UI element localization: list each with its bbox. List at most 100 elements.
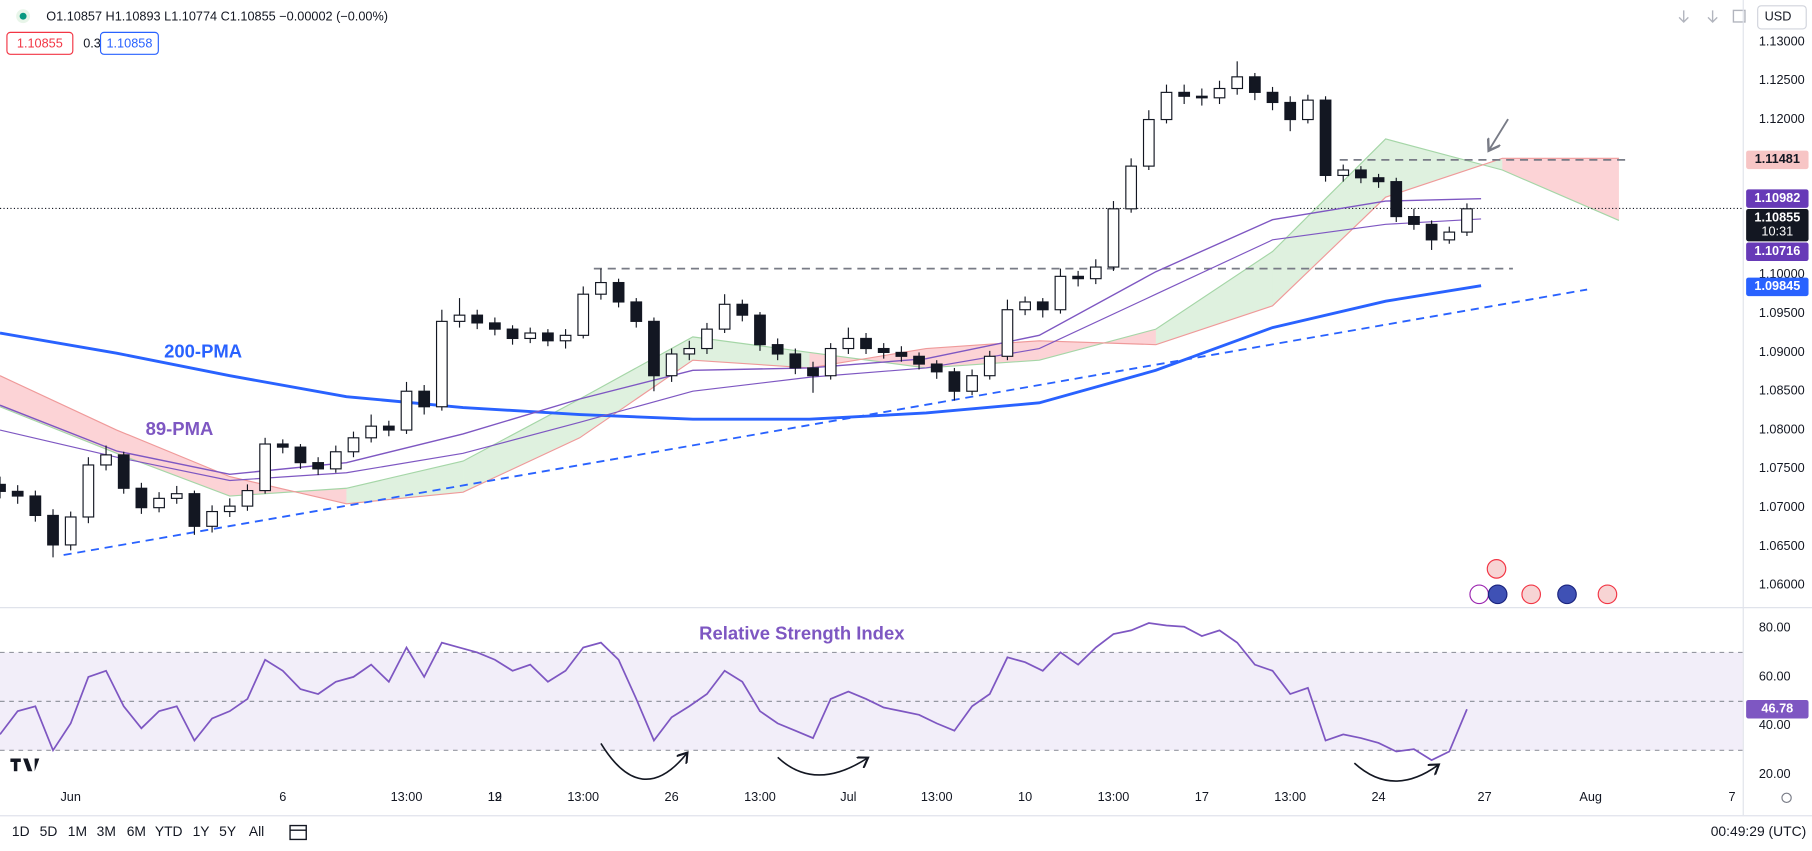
x-tick-label: 13:00 — [567, 789, 599, 804]
candle-body — [1461, 208, 1473, 233]
candle-body — [488, 322, 501, 330]
candle-body — [612, 281, 625, 303]
x-tick-label: Jun — [60, 789, 80, 804]
flag-eu[interactable] — [1557, 584, 1577, 605]
candle-body — [948, 371, 961, 392]
price-badge-label: 1.11481 — [1755, 151, 1800, 166]
spread: 0.3 — [83, 35, 101, 50]
rsi-line — [0, 622, 1468, 762]
candle-body — [701, 328, 713, 350]
calendar-icon[interactable] — [289, 824, 307, 841]
moving-average — [0, 284, 1482, 421]
x-tick-label: 12 — [488, 789, 502, 804]
arc — [600, 743, 687, 780]
currency[interactable]: USD — [1765, 9, 1792, 24]
rsi-layer — [0, 622, 1743, 762]
candle-body — [824, 347, 837, 377]
buy-price[interactable]: 1.10858 — [106, 35, 152, 50]
candle-body — [241, 490, 254, 507]
rsi-badge-label: 46.78 — [1761, 701, 1793, 716]
candle-body — [648, 320, 660, 377]
candle-body — [312, 462, 325, 470]
currency-box[interactable] — [1757, 5, 1807, 30]
flag-event[interactable] — [1469, 584, 1490, 605]
flag-us[interactable] — [1521, 584, 1542, 605]
ohlc-readout: O1.10857 H1.10893 L1.10774 C1.10855 −0.0… — [46, 9, 388, 24]
candle-body — [1231, 76, 1244, 90]
icon-fullscreen[interactable] — [1732, 9, 1746, 23]
pointer-arrow — [1490, 118, 1509, 149]
icon-down[interactable] — [1678, 10, 1689, 23]
arc — [1353, 762, 1437, 782]
icon[interactable] — [289, 824, 307, 841]
range-button[interactable]: 1M — [68, 823, 87, 839]
candle-body — [453, 314, 466, 322]
range-button[interactable]: All — [249, 823, 264, 839]
x-tick-label: 27 — [1478, 789, 1492, 804]
icon-down[interactable] — [1707, 10, 1718, 23]
price-badge-label: 1.10855 — [1754, 210, 1800, 225]
cloud-segment — [579, 336, 693, 438]
y-tick-label: 1.13000 — [1759, 33, 1805, 48]
candle-body — [1089, 266, 1102, 280]
tv-logo — [10, 758, 40, 772]
candle-body — [1372, 177, 1385, 183]
y-tick-label: 1.07000 — [1759, 499, 1805, 514]
settings-icon[interactable] — [1781, 792, 1792, 804]
x-tick-label: 7 — [1729, 789, 1736, 804]
candle-body — [47, 514, 59, 546]
range-button[interactable]: 5D — [40, 823, 58, 839]
sell-price[interactable]: 1.10855 — [17, 35, 63, 50]
x-tick-label: Jul — [840, 789, 856, 804]
candle-body — [400, 390, 413, 431]
flag-eu[interactable] — [1487, 584, 1508, 605]
range-button[interactable]: YTD — [155, 823, 183, 839]
candle-body — [1072, 275, 1084, 280]
candle-body — [1266, 91, 1279, 104]
x-tick-label: 10 — [1018, 789, 1032, 804]
range-button[interactable]: 1Y — [193, 823, 210, 839]
range-button[interactable]: 6M — [127, 823, 146, 839]
arc — [777, 757, 867, 776]
candle-body — [983, 355, 996, 377]
price-badge — [1746, 189, 1809, 208]
range-button[interactable]: 3M — [97, 823, 116, 839]
buy-box[interactable] — [99, 31, 159, 55]
candle-body — [1107, 208, 1120, 268]
candle-body — [1054, 275, 1067, 311]
candle-body — [382, 425, 395, 431]
candle-body — [1425, 223, 1438, 241]
candle-body — [736, 303, 749, 316]
sell-box[interactable] — [6, 31, 74, 55]
annotation-200pma: 200-PMA — [164, 341, 242, 362]
range-button[interactable]: 1D — [12, 823, 30, 839]
rsi-tick-label: 80.00 — [1759, 619, 1791, 634]
flag-us[interactable] — [1486, 559, 1507, 579]
candle-body — [1019, 301, 1031, 311]
lines-layer — [0, 158, 1743, 556]
y-tick-label: 1.08500 — [1759, 383, 1805, 398]
status-dot — [19, 12, 27, 20]
candle-body — [153, 497, 165, 509]
candle-body — [1390, 181, 1403, 218]
candle-body — [294, 446, 307, 464]
cloud-segment — [463, 398, 580, 493]
top-icons — [1678, 9, 1746, 23]
candle-body — [0, 483, 6, 492]
candle-body — [1160, 91, 1173, 121]
price-badge — [1746, 242, 1809, 262]
event-flags — [1469, 559, 1618, 605]
candle-body — [1319, 99, 1332, 177]
price-badge — [1746, 277, 1809, 297]
clock: 00:49:29 (UTC) — [1711, 823, 1806, 839]
candle-body — [718, 303, 731, 330]
flag-us[interactable] — [1597, 584, 1618, 605]
candle-body — [630, 301, 643, 322]
x-tick-label: 24 — [1372, 789, 1386, 804]
price-badge — [1746, 208, 1809, 242]
moving-average — [0, 218, 1482, 482]
candle-body — [577, 293, 590, 336]
range-button[interactable]: 5Y — [219, 823, 236, 839]
candle-body — [223, 505, 236, 513]
